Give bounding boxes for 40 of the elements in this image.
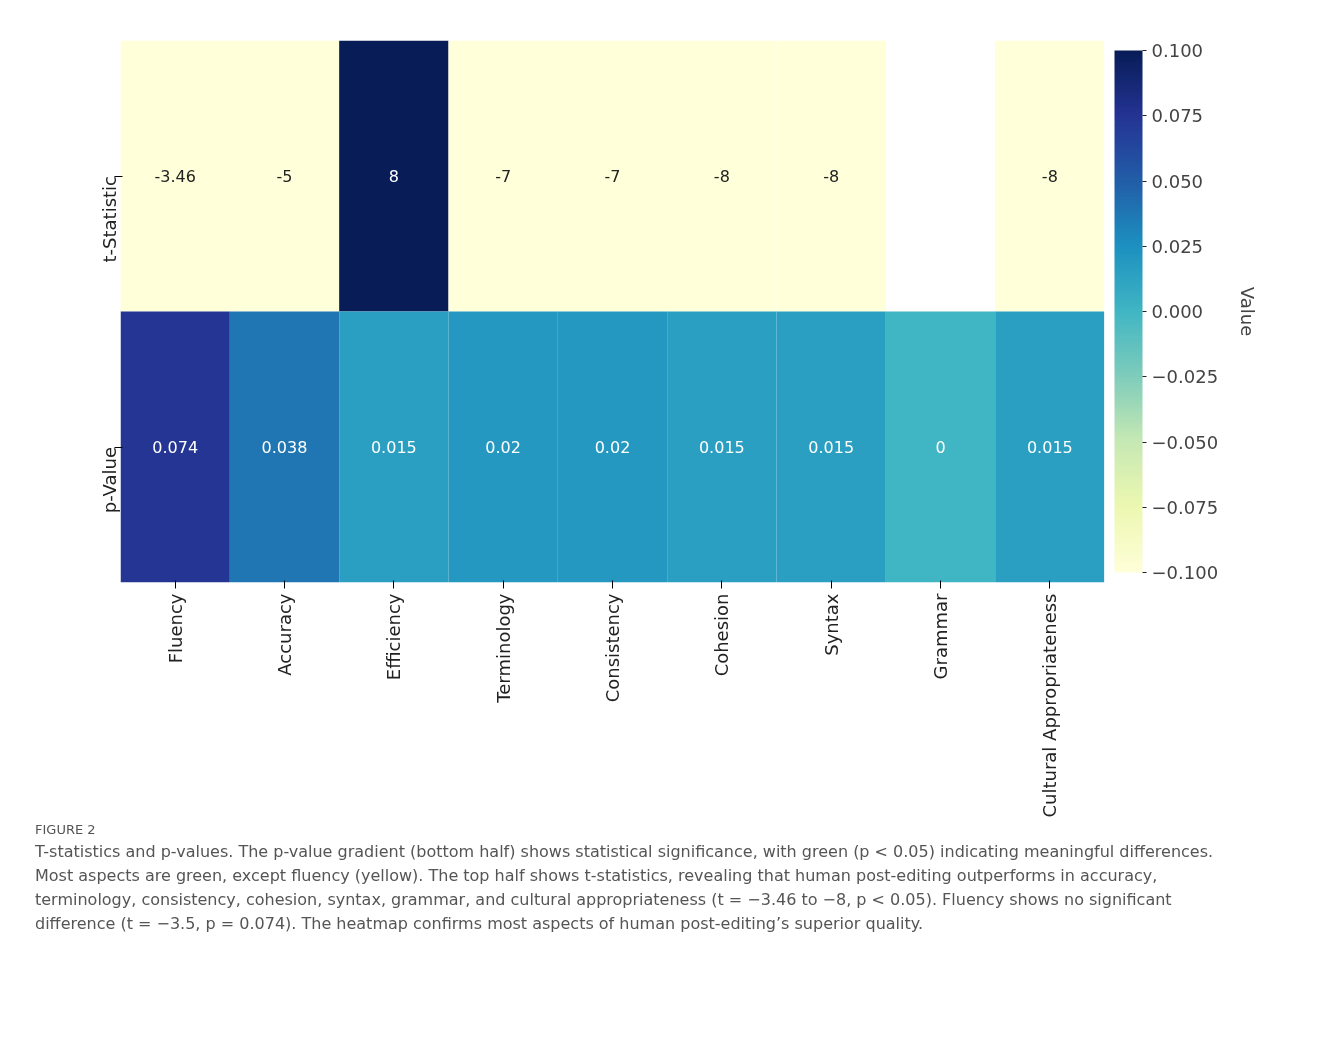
data-label: 0: [935, 438, 946, 457]
color-bar-label: −0.025: [1151, 366, 1219, 388]
data-label: 0.038: [261, 438, 308, 457]
data-label: 0.015: [370, 438, 417, 457]
x-tick-label: Grammar: [930, 592, 951, 680]
color-bar-label: 0.075: [1151, 105, 1204, 127]
data-label: -8: [823, 167, 840, 186]
x-tick-label: Cohesion: [711, 593, 733, 677]
data-label: 0.015: [808, 438, 855, 457]
y-tick-label: t-Statistic: [99, 175, 120, 263]
text: T-statistics and p-values. The p-value gradient (bottom half) shows statistical significance, with green (p < 0.05) indicating meaningful differences. Most aspects are green, except fluency (yellow). The top half shows t-statistics, revealing that human post-editing outperforms in accuracy, terminology, consistency, cohesion, syntax, grammar, and cultural appropriateness (t = −3.46 to −8, p < 0.05). Fluency shows no significant difference (t = −3.5, p = 0.074). The heatmap confirms most aspects of human post-editing’s superior quality.: [35, 840, 1215, 935]
data-label: 0.074: [152, 438, 199, 457]
data-label: -5: [276, 167, 293, 186]
data-label: 0.02: [485, 438, 521, 457]
data-label: -7: [495, 167, 512, 186]
data-label: -3.46: [154, 167, 196, 186]
x-tick-label: Consistency: [602, 593, 623, 703]
data-label: -8: [1041, 167, 1058, 186]
color-bar-label: −0.050: [1151, 431, 1219, 453]
x-tick-label: Terminology: [492, 593, 514, 704]
color-bar-label: 0.050: [1151, 170, 1204, 192]
x-tick-label: Fluency: [164, 593, 186, 664]
data-label: -8: [713, 167, 730, 186]
data-label: 0.015: [1026, 438, 1073, 457]
x-tick-label: Cultural Appropriateness: [1039, 593, 1061, 818]
data-label: 8: [388, 167, 399, 186]
color-bar-label: 0.100: [1151, 40, 1204, 61]
color-bar-title: Value: [1236, 286, 1258, 337]
data-label: 0.015: [698, 438, 745, 457]
color-bar-label: 0.000: [1151, 301, 1204, 322]
color-bar-label: −0.075: [1151, 496, 1219, 518]
color-bar-label: −0.100: [1151, 562, 1219, 583]
x-tick-label: Accuracy: [274, 593, 295, 676]
x-tick-label: Efficiency: [383, 593, 405, 681]
x-tick-label: Syntax: [820, 593, 842, 656]
data-label: -7: [604, 167, 621, 186]
color-bar-label: 0.025: [1151, 235, 1204, 257]
caption: FIGURE 2: [35, 821, 96, 839]
y-tick-label: p-Value: [99, 447, 120, 514]
data-label: 0.02: [594, 438, 631, 457]
